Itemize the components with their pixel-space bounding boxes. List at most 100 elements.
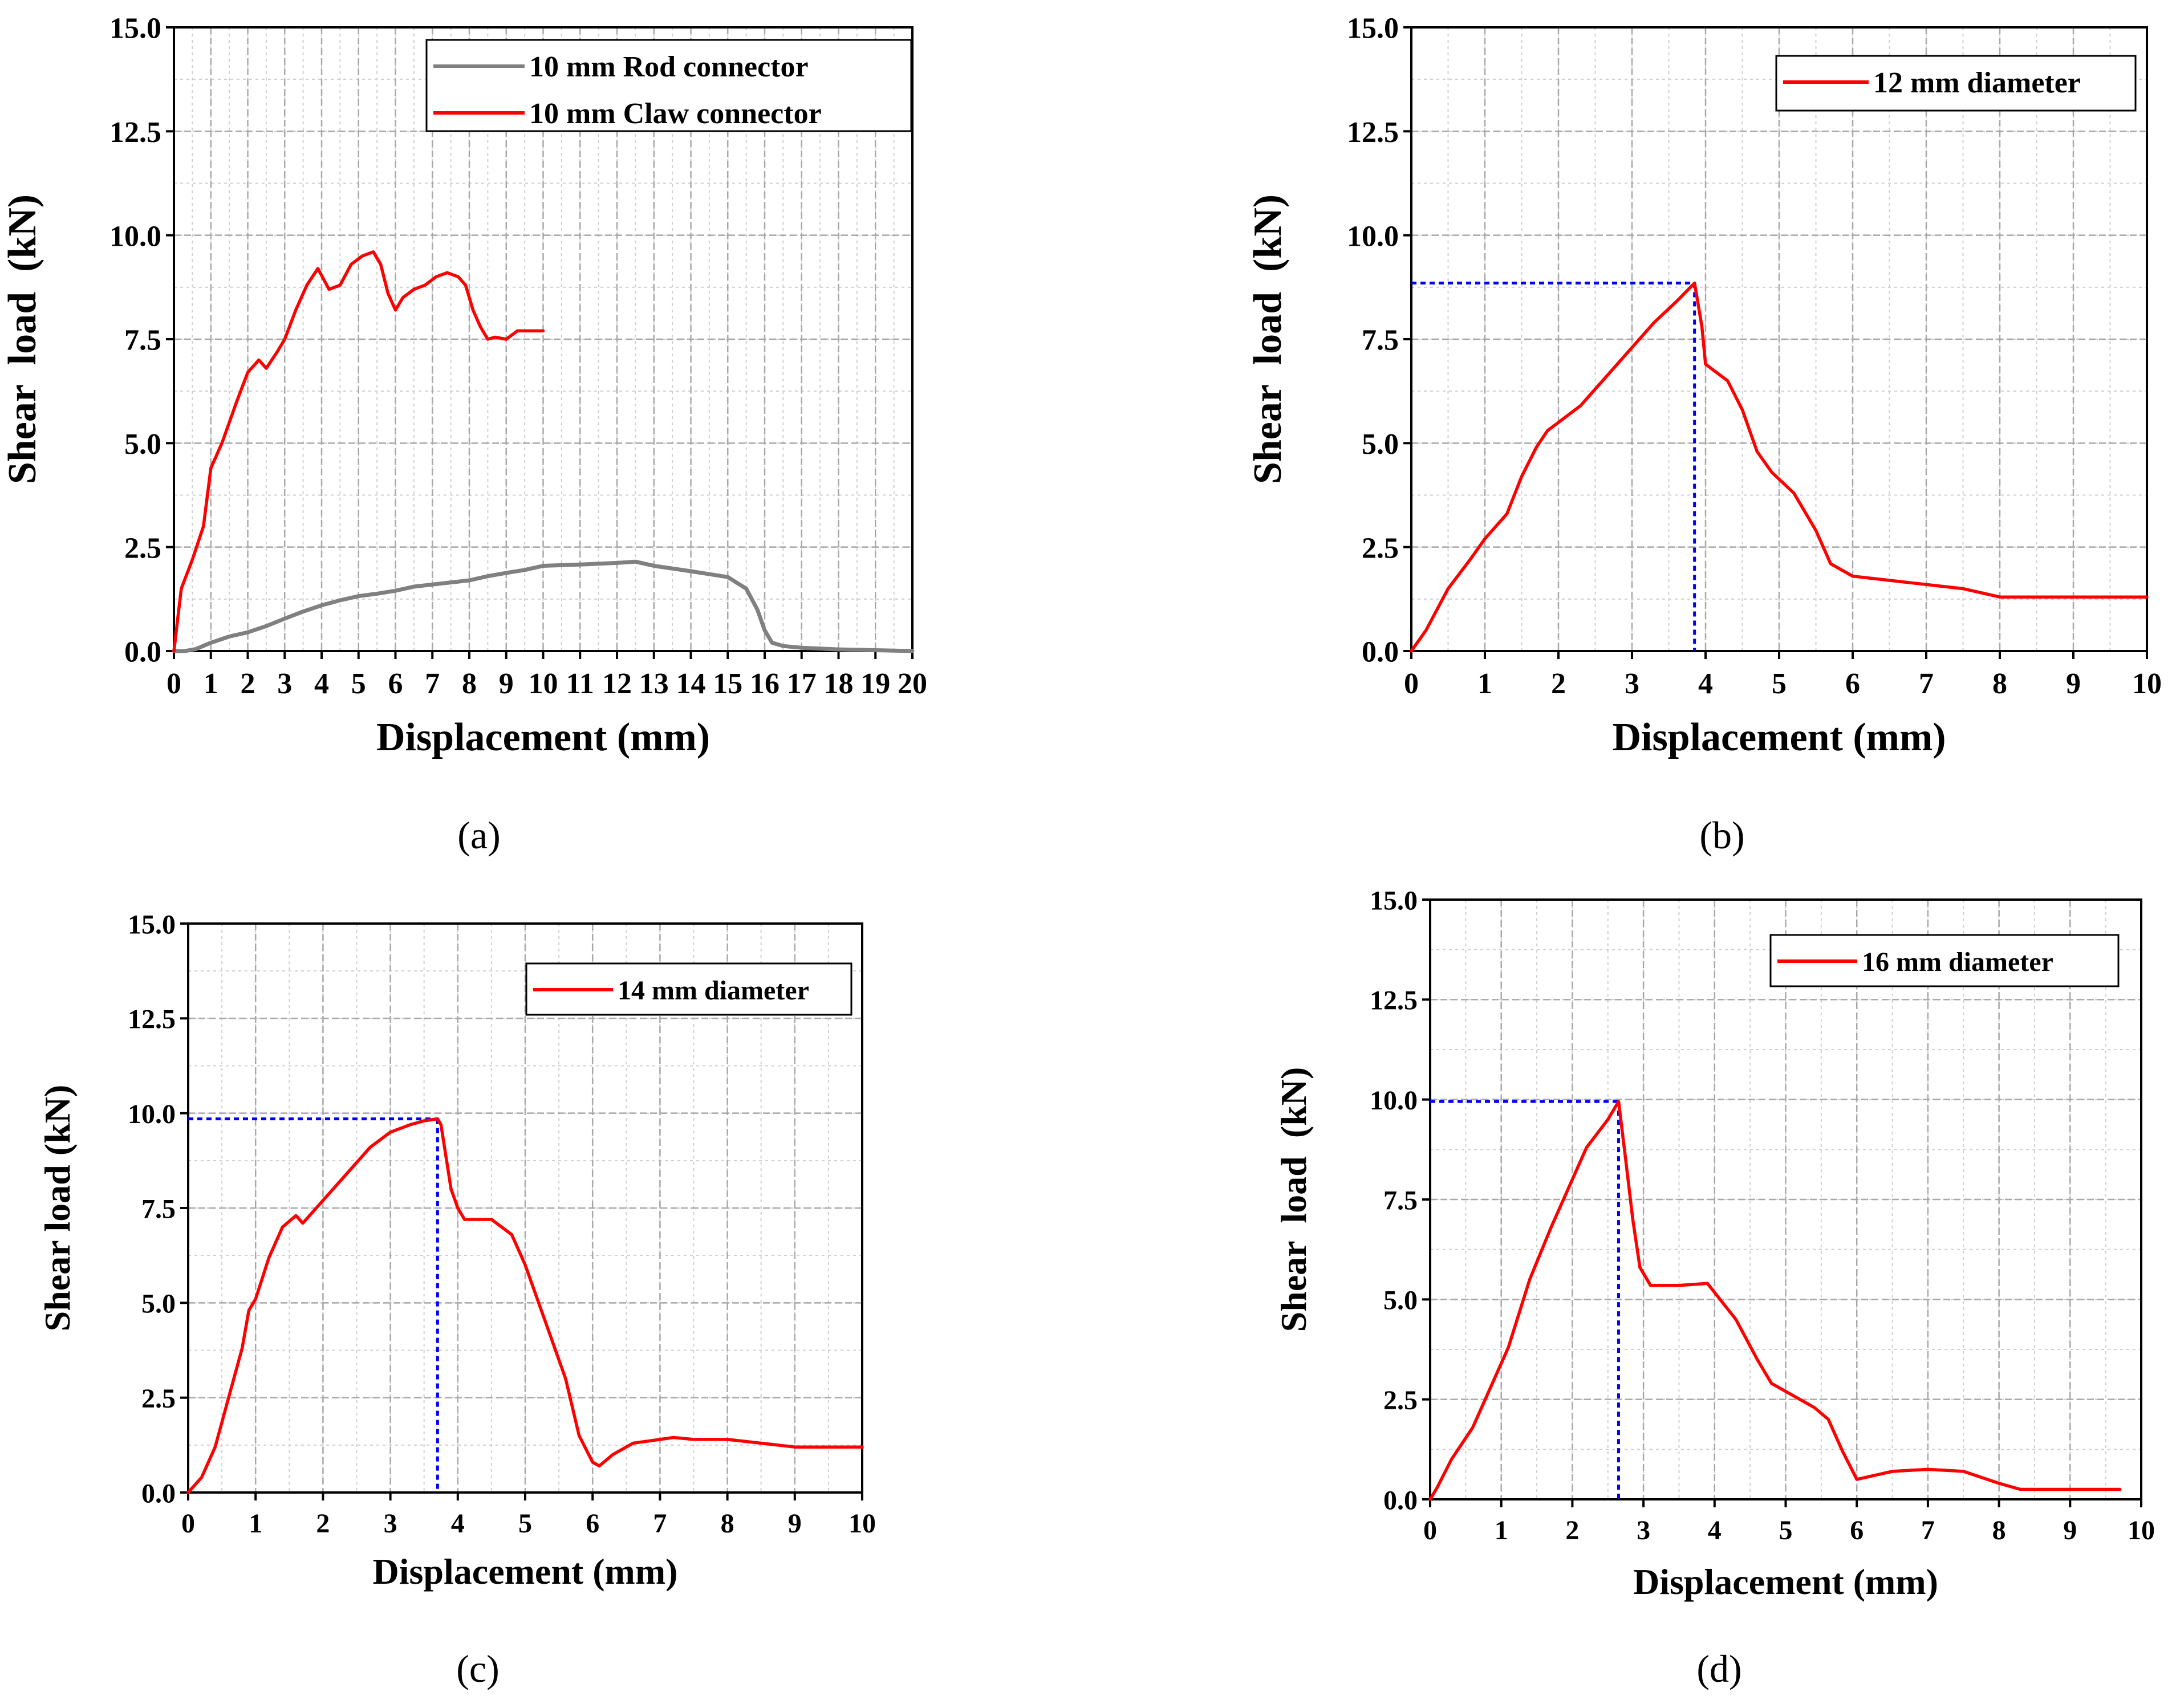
- y-tick-label: 5.0: [141, 1289, 176, 1319]
- y-tick-label: 12.5: [1347, 116, 1399, 149]
- y-tick-label: 10.0: [128, 1099, 176, 1129]
- x-tick-label: 5: [1772, 668, 1787, 700]
- x-tick-label: 0: [181, 1508, 195, 1539]
- x-tick-label: 10: [849, 1508, 876, 1539]
- x-tick-label: 7: [1921, 1515, 1935, 1546]
- legend-box: [425, 39, 912, 132]
- x-tick-label: 8: [1992, 1515, 2006, 1546]
- x-axis-title: Displacement (mm): [1612, 715, 1946, 759]
- x-axis-title: Displacement (mm): [376, 715, 710, 759]
- x-tick-label: 5: [1779, 1515, 1793, 1546]
- y-tick-label: 5.0: [1362, 428, 1399, 461]
- x-axis-title: Displacement (mm): [1633, 1561, 1938, 1602]
- x-tick-label: 20: [898, 668, 927, 700]
- x-tick-label: 7: [653, 1508, 667, 1539]
- y-axis-title: Shear load (kN): [1246, 194, 1290, 484]
- x-tick-label: 5: [518, 1508, 532, 1539]
- series-line-c-0: [186, 1117, 864, 1494]
- y-tick-label: 7.5: [141, 1194, 176, 1224]
- x-tick-label: 7: [1919, 668, 1934, 700]
- x-tick-label: 2: [1551, 668, 1566, 700]
- x-tick-label: 8: [462, 668, 477, 700]
- x-tick-label: 18: [824, 668, 854, 700]
- legend: 10 mm Rod connector 10 mm Claw connector: [425, 39, 912, 132]
- y-tick-label: 7.5: [1383, 1185, 1418, 1215]
- x-tick-label: 15: [713, 668, 742, 700]
- x-tick-label: 10: [2132, 668, 2162, 700]
- y-tick-label: 15.0: [1370, 885, 1418, 916]
- x-tick-label: 1: [1477, 668, 1492, 700]
- x-tick-label: 0: [1423, 1515, 1437, 1546]
- x-axis-title: Displacement (mm): [373, 1551, 678, 1592]
- y-tick-label: 15.0: [1347, 13, 1399, 45]
- x-tick-label: 1: [204, 668, 218, 700]
- x-tick-label: 4: [1698, 668, 1713, 700]
- x-tick-label: 8: [721, 1508, 734, 1539]
- x-tick-label: 4: [314, 668, 329, 700]
- y-tick-label: 5.0: [124, 428, 161, 461]
- y-axis-title: Shear load (kN): [1, 194, 44, 484]
- series-line-a-1: [172, 250, 545, 653]
- series-line-a-0: [172, 559, 915, 653]
- x-tick-label: 6: [388, 668, 403, 700]
- x-tick-label: 4: [451, 1508, 465, 1539]
- legend-label: 16 mm diameter: [1862, 947, 2053, 977]
- x-tick-label: 16: [750, 668, 780, 700]
- x-tick-label: 17: [787, 668, 817, 700]
- x-tick-label: 1: [249, 1508, 262, 1539]
- y-tick-label: 7.5: [124, 324, 161, 357]
- y-tick-label: 2.5: [1383, 1385, 1418, 1416]
- legend-label: 10 mm Claw connector: [529, 97, 822, 130]
- x-tick-label: 10: [529, 668, 558, 700]
- x-tick-label: 9: [2063, 1515, 2077, 1546]
- x-tick-label: 3: [277, 668, 292, 700]
- x-tick-label: 3: [1637, 1515, 1650, 1546]
- x-tick-label: 1: [1495, 1515, 1508, 1546]
- y-axis-title: Shear load (kN): [37, 1085, 78, 1332]
- x-tick-label: 19: [860, 668, 890, 700]
- y-tick-label: 0.0: [124, 636, 161, 669]
- y-tick-label: 15.0: [128, 909, 176, 940]
- legend: 16 mm diameter: [1769, 934, 2120, 987]
- legend-label: 14 mm diameter: [618, 975, 809, 1006]
- y-tick-label: 0.0: [141, 1478, 176, 1508]
- series-line-d-0: [1428, 1100, 2122, 1501]
- y-tick-label: 0.0: [1383, 1485, 1418, 1515]
- x-tick-label: 4: [1708, 1515, 1722, 1546]
- legend-label: 12 mm diameter: [1873, 67, 2081, 99]
- x-tick-label: 7: [425, 668, 440, 700]
- panel-caption: (c): [456, 1647, 499, 1690]
- x-tick-label: 3: [1625, 668, 1639, 700]
- x-tick-label: 2: [316, 1508, 330, 1539]
- x-tick-label: 8: [1992, 668, 2007, 700]
- series-line-b-0: [1410, 281, 2149, 653]
- x-tick-label: 6: [586, 1508, 599, 1539]
- y-tick-label: 5.0: [1383, 1286, 1418, 1316]
- x-tick-label: 6: [1850, 1515, 1864, 1546]
- y-axis-title: Shear load (kN): [1273, 1067, 1314, 1332]
- y-tick-label: 2.5: [124, 532, 161, 564]
- y-tick-label: 12.5: [109, 116, 161, 149]
- x-tick-label: 6: [1845, 668, 1860, 700]
- panel-caption: (b): [1699, 814, 1744, 857]
- y-tick-label: 12.5: [1370, 986, 1418, 1016]
- y-tick-label: 2.5: [141, 1384, 176, 1414]
- x-tick-label: 3: [384, 1508, 397, 1539]
- x-tick-label: 13: [639, 668, 669, 700]
- chart-panel-a: 0 1 2 3 4 5 6 7 8 9 10 11 12 13 14 15 16 17 18 19 200.02.55.…: [1, 13, 927, 857]
- panel-caption: (d): [1696, 1647, 1741, 1690]
- x-tick-label: 2: [241, 668, 255, 700]
- y-tick-label: 0.0: [1362, 636, 1399, 669]
- chart-panel-d: 0 1 2 3 4 5 6 7 8 9 10 0.0 2.5 5.0 7.5 10.0 12.5 15.0 16 m…: [1273, 885, 2155, 1690]
- x-tick-label: 11: [566, 668, 594, 700]
- y-tick-label: 7.5: [1362, 324, 1399, 357]
- x-tick-label: 5: [351, 668, 366, 700]
- legend: 14 mm diameter: [525, 962, 852, 1016]
- x-tick-label: 9: [2066, 668, 2081, 700]
- chart-panel-c: 0 1 2 3 4 5 6 7 8 9 10 0.0 2.5 5.0 7.5 10.0 12.5 15.0 14 m…: [37, 909, 876, 1690]
- x-tick-label: 10: [2128, 1515, 2155, 1546]
- x-tick-label: 9: [499, 668, 514, 700]
- y-tick-label: 10.0: [1370, 1085, 1418, 1116]
- legend: 12 mm diameter: [1775, 55, 2137, 112]
